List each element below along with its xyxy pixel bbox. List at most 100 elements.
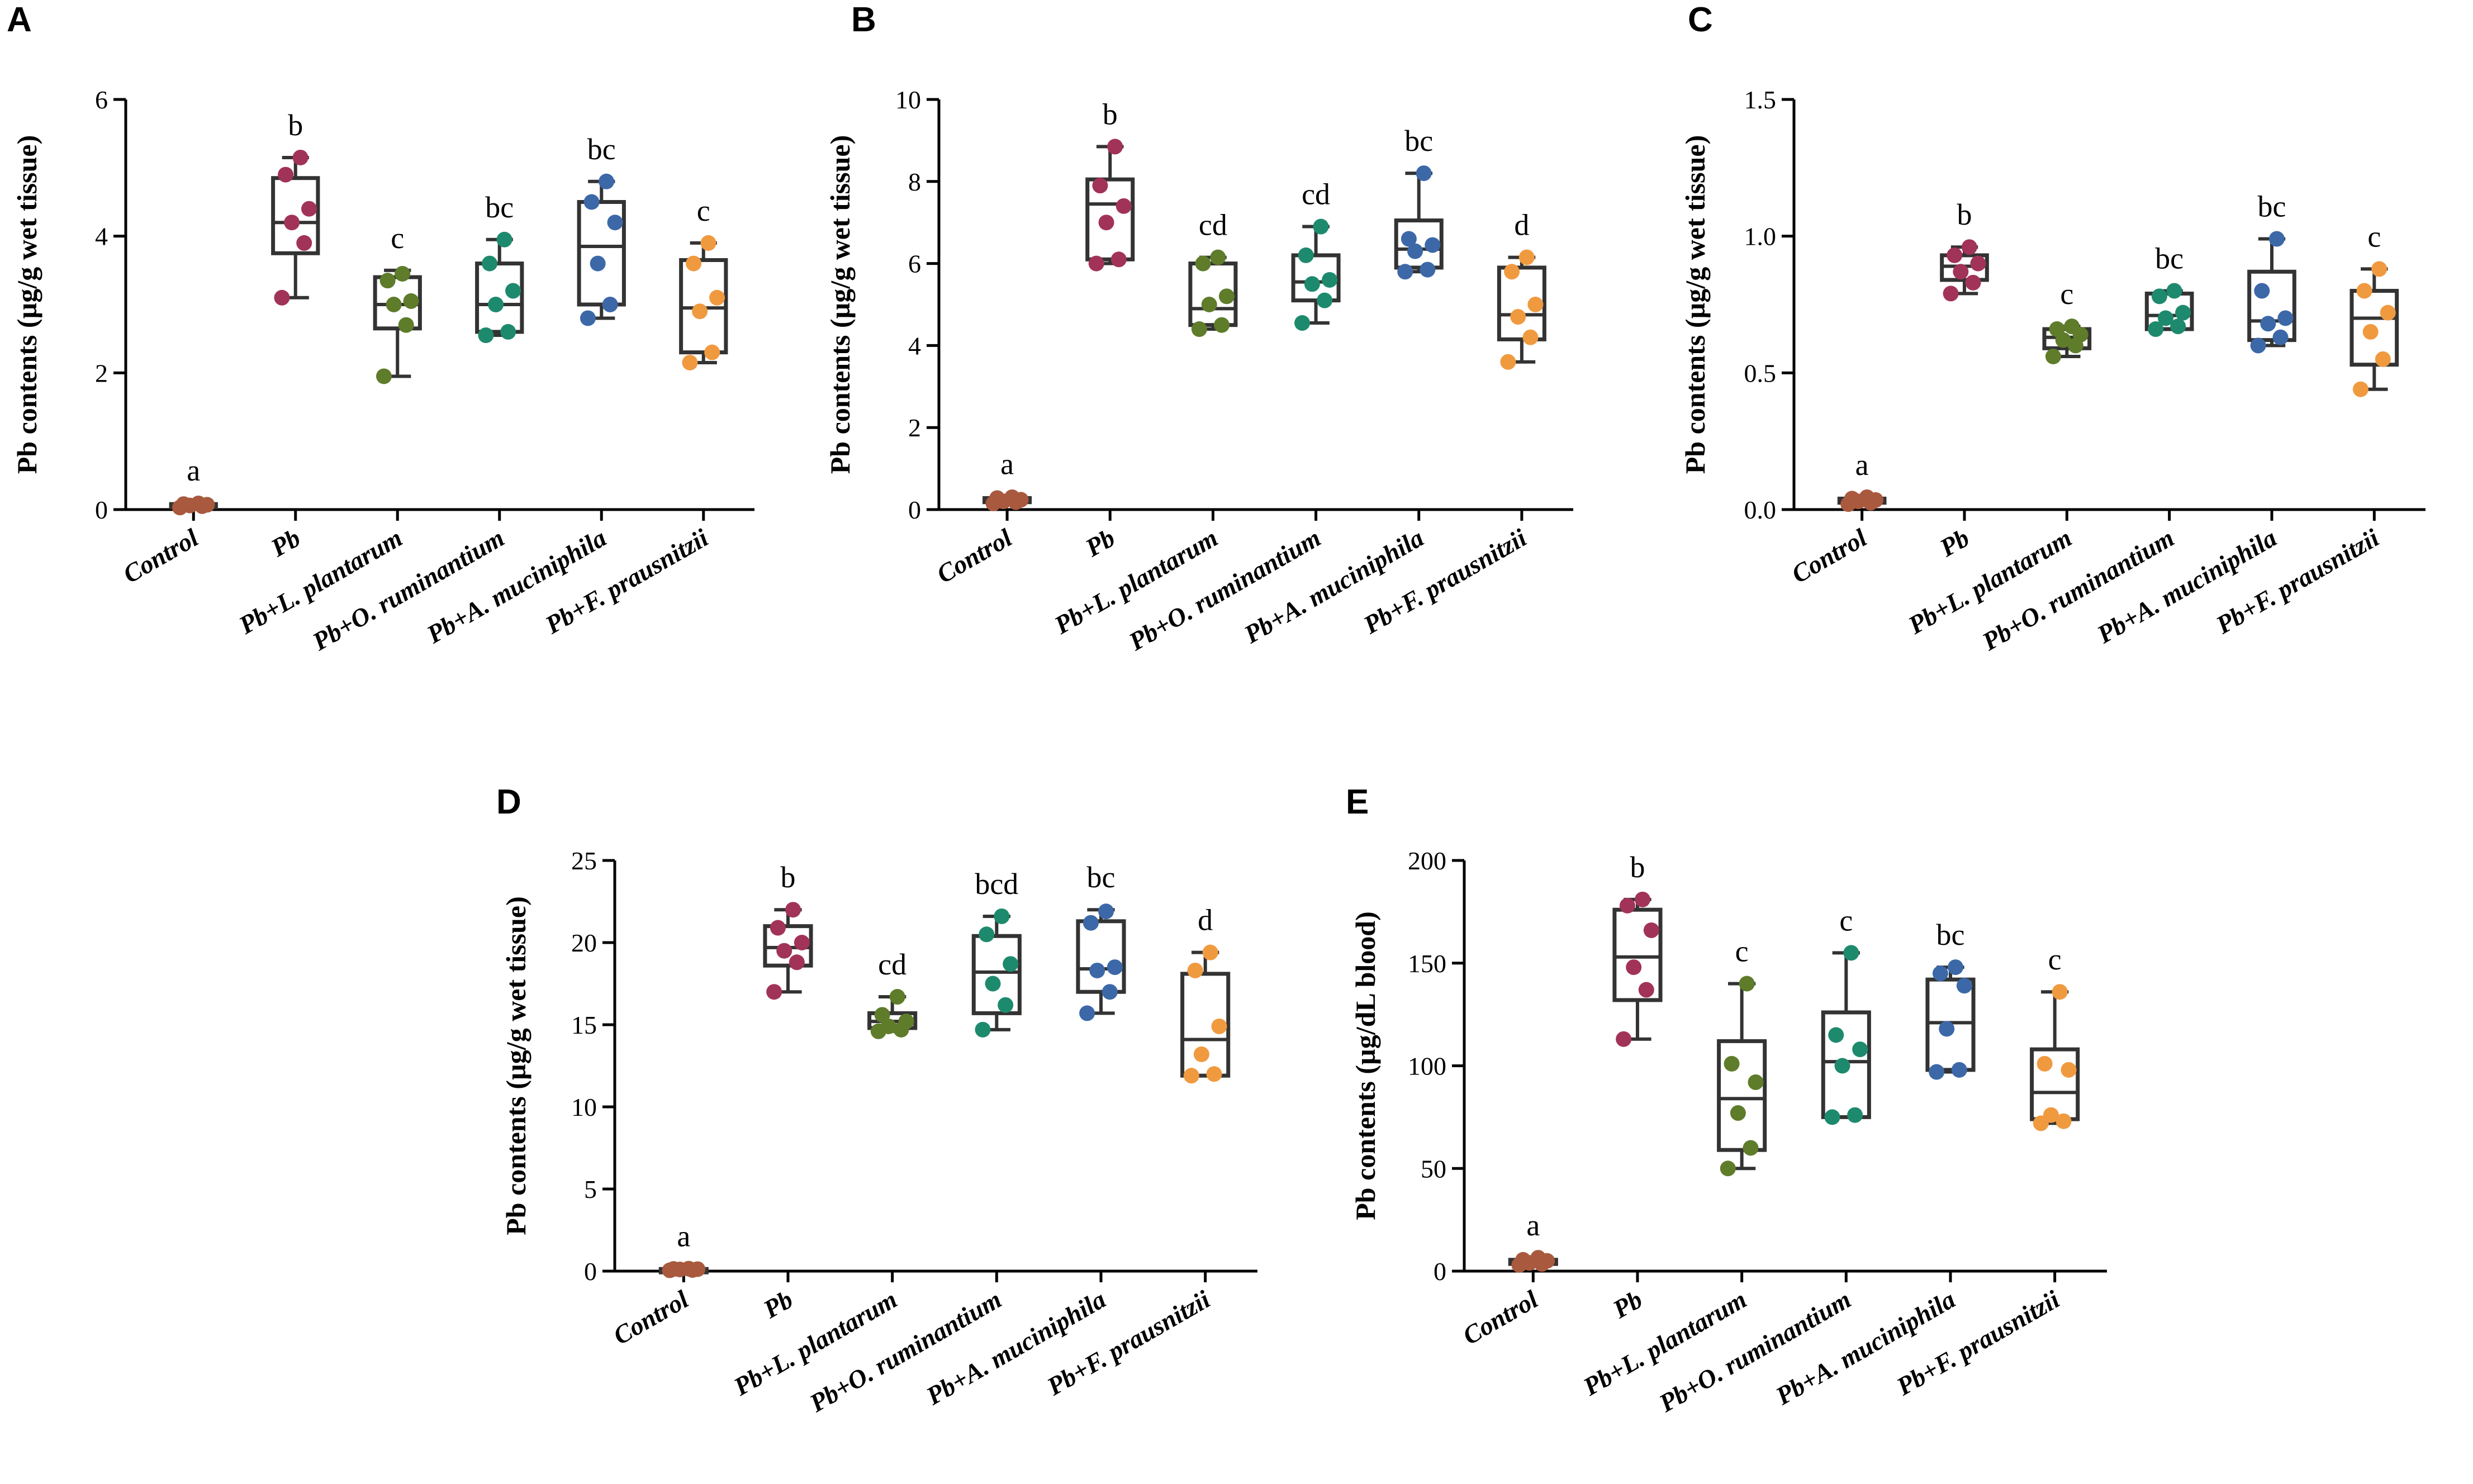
y-tick-label: 0	[908, 496, 921, 524]
x-category-label: Pb+A. muciniphila	[2092, 523, 2281, 649]
data-point	[1828, 1027, 1844, 1043]
panel-letter: B	[851, 1, 876, 39]
data-point	[1518, 249, 1535, 265]
data-point	[1107, 959, 1123, 976]
data-point	[770, 920, 786, 936]
y-tick-label: 0.0	[1744, 496, 1777, 524]
data-point	[1102, 984, 1118, 1000]
data-point	[2056, 1113, 2072, 1129]
data-point	[709, 289, 725, 306]
panel-c: C 0.0 0.5 1.0 1.5 Pb contents (µg/g wet tiss…	[1649, 0, 2473, 743]
data-point	[1420, 261, 1436, 278]
data-point	[1294, 315, 1311, 331]
x-category-label: Pb+O. ruminantium	[1654, 1285, 1855, 1418]
data-point	[776, 943, 792, 959]
data-point	[1206, 1066, 1222, 1082]
data-point	[666, 1261, 682, 1277]
data-point	[1218, 288, 1235, 305]
y-tick-label: 6	[908, 250, 921, 278]
data-point	[2268, 231, 2285, 247]
y-axis-title: Pb contents (µg/g wet tissue)	[11, 135, 42, 474]
y-tick-label: 1.0	[1744, 222, 1777, 251]
x-category-label: Pb+L. plantarum	[1903, 523, 2076, 640]
x-category-label: Control	[932, 523, 1017, 588]
x-category-label: Pb+A. muciniphila	[921, 1285, 1110, 1410]
x-category-label: Pb	[265, 523, 305, 562]
significance-label: a	[1526, 1209, 1540, 1242]
data-point	[278, 167, 294, 183]
data-point	[379, 273, 396, 289]
data-point	[1847, 1107, 1863, 1123]
significance-label: b	[1957, 198, 1972, 231]
data-point	[1929, 1064, 1945, 1080]
data-point	[1626, 959, 1642, 976]
x-category-label: Control	[1458, 1285, 1543, 1350]
y-tick-label: 100	[1408, 1052, 1446, 1081]
significance-label: cd	[1302, 178, 1330, 211]
significance-label: c	[2060, 277, 2073, 311]
y-tick-label: 8	[908, 168, 921, 196]
data-point	[2380, 305, 2396, 321]
data-point	[2254, 283, 2270, 299]
data-point	[1939, 1021, 1955, 1037]
data-point	[880, 1018, 896, 1034]
box-iqr	[1925, 977, 1976, 1072]
data-point	[1210, 249, 1226, 265]
data-point	[1720, 1160, 1736, 1177]
significance-label: bc	[2155, 242, 2184, 275]
data-point	[1522, 329, 1539, 345]
data-point	[398, 317, 414, 333]
data-point	[590, 255, 606, 272]
y-tick-label: 4	[95, 222, 108, 251]
box-iqr	[2349, 289, 2399, 367]
significance-label: a	[677, 1220, 690, 1253]
data-point	[1313, 218, 1329, 235]
box-iqr	[475, 261, 524, 334]
data-point	[583, 194, 600, 210]
significance-label: d	[1198, 903, 1213, 937]
data-point	[274, 289, 290, 306]
data-point	[889, 989, 905, 1005]
data-point	[1083, 915, 1099, 931]
significance-label: c	[2048, 943, 2062, 976]
x-category-label: Control	[609, 1285, 694, 1350]
data-point	[1643, 922, 1659, 938]
data-point	[1510, 309, 1526, 325]
data-point	[2356, 283, 2372, 299]
significance-label: c	[2367, 220, 2381, 253]
y-tick-label: 20	[571, 929, 597, 957]
significance-label: bc	[1936, 918, 1965, 952]
significance-label: d	[1514, 208, 1529, 242]
data-point	[2158, 310, 2174, 326]
significance-label: cd	[878, 948, 906, 981]
panel-e: E 0 50 100 150 200 Pb contents (µg/dL blood) a…	[1336, 765, 2174, 1484]
data-point	[1932, 965, 1948, 982]
box-iqr	[1076, 919, 1126, 994]
data-point	[505, 283, 521, 299]
data-point	[607, 215, 623, 231]
data-point	[1948, 959, 1964, 976]
y-tick-label: 5	[584, 1175, 597, 1204]
data-point	[2170, 318, 2186, 335]
y-tick-label: 4	[908, 331, 921, 360]
data-point	[482, 255, 498, 272]
data-point	[975, 1021, 991, 1038]
data-point	[1201, 297, 1217, 312]
data-point	[2049, 321, 2065, 337]
data-point	[292, 149, 308, 165]
significance-label: bc	[1404, 124, 1433, 158]
data-point	[994, 908, 1010, 924]
data-point	[1619, 897, 1635, 914]
box-iqr	[971, 934, 1022, 1015]
data-point	[500, 324, 516, 340]
data-point	[1298, 247, 1314, 263]
data-point	[2064, 318, 2080, 335]
data-point	[580, 310, 596, 326]
x-category-label: Pb+O. ruminantium	[1123, 523, 1325, 656]
data-point	[599, 173, 615, 189]
y-tick-label: 50	[1421, 1154, 1446, 1183]
data-point	[1416, 165, 1432, 182]
data-point	[1092, 178, 1108, 194]
data-point	[2175, 305, 2191, 321]
chart-c: 0.0 0.5 1.0 1.5 Pb contents (µg/g wet tissue…	[1679, 85, 2425, 656]
